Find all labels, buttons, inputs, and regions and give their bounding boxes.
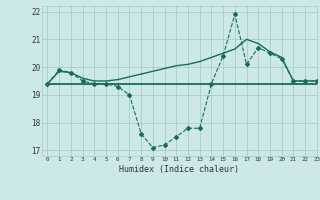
X-axis label: Humidex (Indice chaleur): Humidex (Indice chaleur) <box>119 165 239 174</box>
